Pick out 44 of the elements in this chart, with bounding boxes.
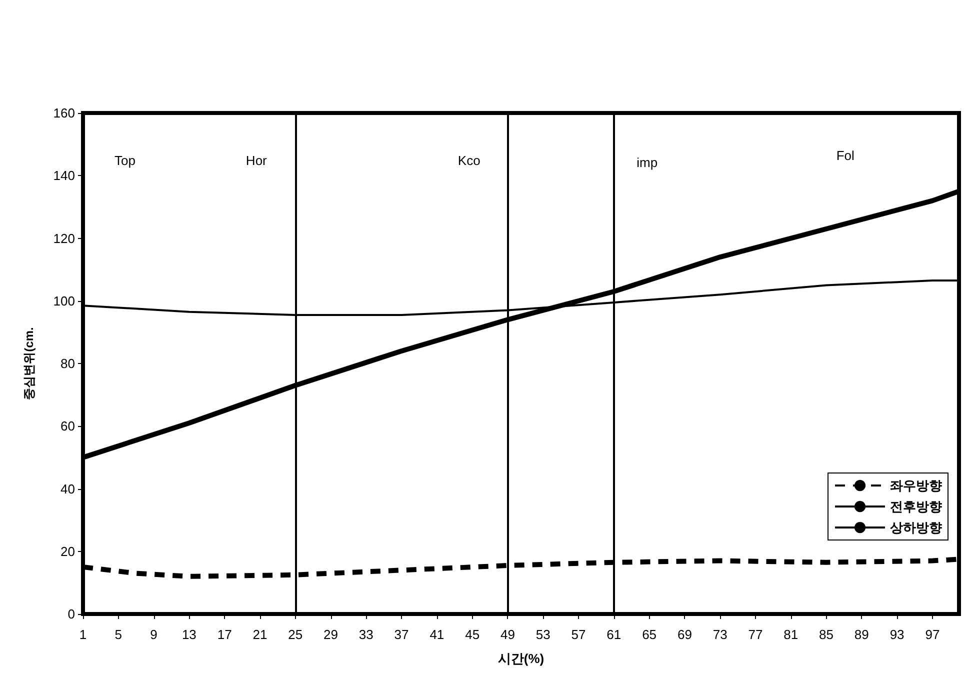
y-tick-label: 140 (53, 168, 75, 184)
annotation: Fol (836, 148, 855, 164)
x-tick-label: 69 (677, 627, 692, 642)
x-tick-label: 25 (288, 627, 303, 642)
annotation: Hor (246, 153, 268, 168)
x-tick-label: 17 (217, 627, 232, 642)
x-tick-label: 61 (606, 627, 622, 642)
x-tick-label: 97 (925, 627, 940, 642)
x-tick-label: 29 (324, 627, 338, 642)
x-tick-label: 77 (748, 627, 763, 642)
y-axis-title: 중심변위(cm. (22, 327, 36, 400)
x-tick-label: 89 (854, 627, 869, 642)
x-tick-label: 45 (465, 627, 480, 642)
legend-label: 좌우방향 (890, 478, 942, 493)
legend-label: 상하방향 (890, 520, 942, 535)
annotation: Kco (458, 153, 480, 168)
y-tick-label: 120 (53, 230, 75, 246)
x-tick-label: 37 (394, 627, 409, 642)
y-tick-label: 160 (53, 106, 75, 120)
x-tick-label: 41 (430, 627, 444, 642)
y-tick-label: 0 (68, 606, 75, 622)
y-tick-label: 60 (60, 418, 75, 434)
legend-label: 전후방향 (890, 499, 942, 514)
y-tick-label: 20 (60, 544, 75, 559)
x-tick-label: 57 (571, 627, 586, 642)
x-tick-label: 73 (712, 627, 728, 642)
y-tick-label: 80 (60, 356, 75, 371)
x-tick-label: 5 (114, 627, 122, 642)
x-tick-label: 49 (500, 627, 515, 642)
x-tick-label: 53 (536, 627, 550, 642)
x-tick-label: 93 (890, 627, 904, 642)
x-tick-label: 9 (150, 627, 158, 642)
annotation: imp (636, 155, 658, 170)
x-tick-label: 81 (784, 627, 798, 642)
annotation: Top (114, 153, 136, 168)
y-tick-label: 40 (60, 481, 75, 496)
x-axis-title: 시간(%) (498, 651, 544, 666)
x-tick-label: 13 (182, 627, 196, 642)
x-tick-label: 65 (642, 627, 657, 642)
x-tick-label: 1 (79, 627, 87, 642)
x-tick-label: 33 (358, 627, 374, 642)
x-tick-label: 21 (252, 627, 268, 642)
x-tick-label: 85 (819, 627, 834, 642)
y-tick-label: 100 (53, 293, 75, 308)
